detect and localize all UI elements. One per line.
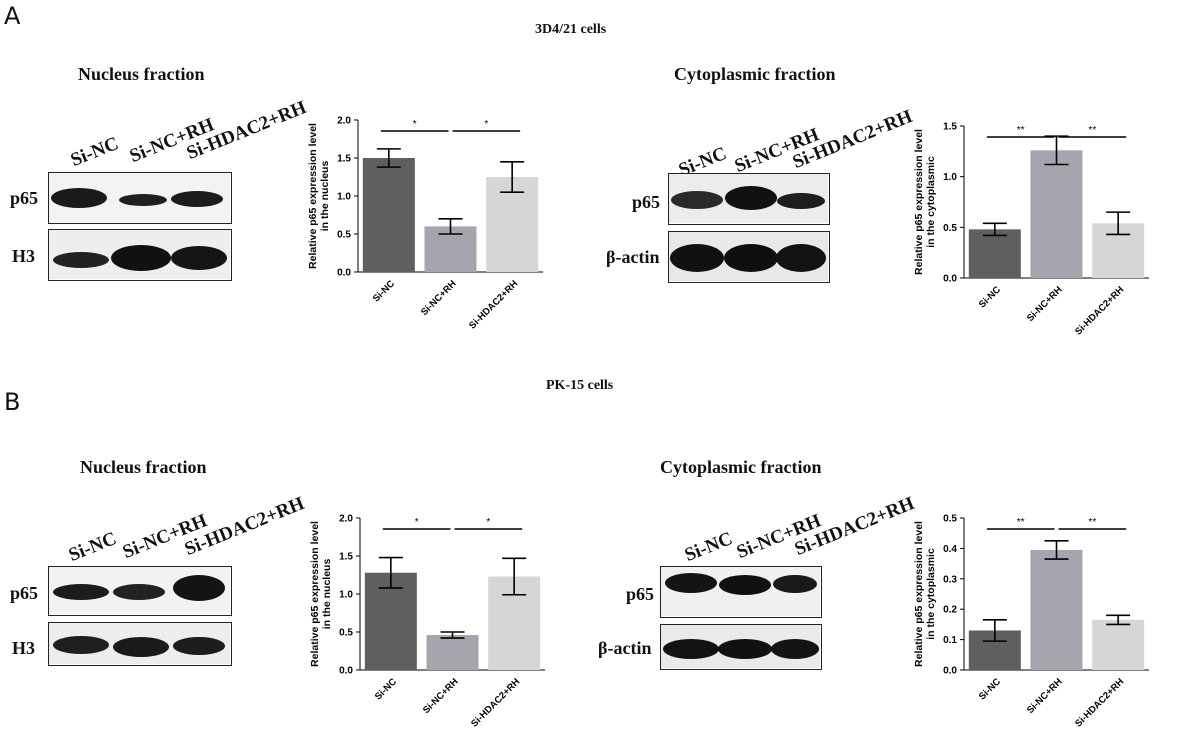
y-tick-label: 0.5 xyxy=(337,230,351,241)
panel-b-nucleus-h3-blot xyxy=(48,622,232,666)
y-tick-label: 0.5 xyxy=(943,223,957,234)
panel-a-nucleus-lane-1: Si-NC xyxy=(67,133,122,172)
y-axis-label-line-2: in the nucleus xyxy=(319,161,331,232)
x-tick-label: Si-HDAC2+RH xyxy=(469,676,522,729)
panel-a-cytoplasm-actin-blot xyxy=(668,231,830,283)
chart-b-cytoplasm: 0.0 0.1 0.2 0.3 0.4 0.5 Relative p65 expressio… xyxy=(913,514,1149,729)
y-axis-label-line-2: in the cytoplasmic xyxy=(925,548,937,640)
x-tick-label: Si-NC+RH xyxy=(1025,676,1065,716)
panel-b-cytoplasm-title: Cytoplasmic fraction xyxy=(660,457,822,477)
bar-1 xyxy=(968,229,1021,278)
y-axis-label-line-1: Relative p65 expression level xyxy=(913,521,925,667)
y-tick-label: 0.1 xyxy=(943,635,957,646)
y-axis-label-line-2: in the nucleus xyxy=(321,559,333,630)
chart-a-cytoplasm: 0.0 0.5 1.0 1.5 Relative p65 expression leve… xyxy=(913,122,1149,337)
bar-3 xyxy=(1092,619,1145,670)
panel-a-nucleus-p65-blot xyxy=(48,172,232,224)
panel-b-nucleus-p65-blot xyxy=(48,566,232,616)
panel-b-cytoplasm-p65-blot xyxy=(660,566,822,618)
y-tick-label: 0.3 xyxy=(943,574,957,585)
x-tick-label: Si-HDAC2+RH xyxy=(1073,676,1126,729)
panel-b-cytoplasm-actin-blot xyxy=(660,624,822,670)
y-tick-label: 1.0 xyxy=(943,172,957,183)
panel-b-cytoplasm-lane-1: Si-NC xyxy=(681,528,736,567)
y-tick-label: 0.0 xyxy=(943,666,957,677)
significance-label: ** xyxy=(1017,125,1025,136)
x-tick-label: Si-NC xyxy=(373,676,399,702)
y-tick-label: 2.0 xyxy=(337,116,351,127)
panel-b-nucleus-row-p65: p65 xyxy=(10,583,39,603)
y-tick-label: 1.5 xyxy=(339,552,353,563)
panel-b-cells-title: PK-15 cells xyxy=(546,378,614,393)
bar-1 xyxy=(364,572,417,670)
panel-b-nucleus-title: Nucleus fraction xyxy=(80,457,207,477)
x-tick-label: Si-HDAC2+RH xyxy=(1073,284,1126,337)
significance-label: ** xyxy=(1088,125,1096,136)
panel-a-cells-title: 3D4/21 cells xyxy=(535,22,607,37)
bar-2 xyxy=(1030,150,1083,278)
y-tick-label: 0.2 xyxy=(943,605,957,616)
panel-b-nucleus-lane-1: Si-NC xyxy=(65,528,120,567)
y-axis-label-line-1: Relative p65 expression level xyxy=(913,129,925,275)
y-tick-label: 0.0 xyxy=(943,274,957,285)
chart-b-nucleus: 0.0 0.5 1.0 1.5 2.0 Relative p65 expression l… xyxy=(309,514,545,729)
y-tick-label: 1.5 xyxy=(943,122,957,133)
y-tick-label: 0.5 xyxy=(943,514,957,525)
x-tick-label: Si-NC xyxy=(371,278,397,304)
panel-b-nucleus-row-h3: H3 xyxy=(12,638,36,658)
bar-2 xyxy=(426,635,479,670)
panel-b-cytoplasm-row-p65: p65 xyxy=(626,584,655,604)
significance-label: * xyxy=(413,119,417,130)
y-tick-label: 1.0 xyxy=(337,192,351,203)
y-tick-label: 0.4 xyxy=(943,544,957,555)
panel-a-nucleus-h3-blot xyxy=(48,229,232,281)
panel-a-nucleus-row-h3: H3 xyxy=(12,246,36,266)
y-tick-label: 0.5 xyxy=(339,628,353,639)
y-tick-label: 2.0 xyxy=(339,514,353,525)
y-axis-label-line-1: Relative p65 expression level xyxy=(309,521,321,667)
bar-1 xyxy=(362,158,415,272)
chart-a-nucleus: 0.0 0.5 1.0 1.5 2.0 Relative p65 expression l… xyxy=(307,116,543,331)
panel-letter-b: B xyxy=(4,388,21,416)
panel-letter-a: A xyxy=(4,2,21,30)
x-tick-label: Si-NC+RH xyxy=(419,278,459,318)
x-tick-label: Si-NC xyxy=(977,284,1003,310)
panel-a-cytoplasm-row-actin: β-actin xyxy=(606,247,660,267)
y-tick-label: 0.0 xyxy=(337,268,351,279)
y-axis-label-line-2: in the cytoplasmic xyxy=(925,156,937,248)
significance-label: * xyxy=(486,517,490,528)
y-tick-label: 0.0 xyxy=(339,666,353,677)
panel-b-cytoplasm-row-actin: β-actin xyxy=(598,638,652,658)
panel-a-cytoplasm-row-p65: p65 xyxy=(632,192,661,212)
panel-a-nucleus-title: Nucleus fraction xyxy=(78,64,205,84)
significance-label: * xyxy=(484,119,488,130)
panel-a-cytoplasm-p65-blot xyxy=(668,173,830,225)
significance-label: ** xyxy=(1088,517,1096,528)
bar-2 xyxy=(1030,549,1083,670)
panel-a-cytoplasm-title: Cytoplasmic fraction xyxy=(674,64,836,84)
x-tick-label: Si-NC xyxy=(977,676,1003,702)
significance-label: * xyxy=(415,517,419,528)
y-tick-label: 1.0 xyxy=(339,590,353,601)
y-tick-label: 1.5 xyxy=(337,154,351,165)
x-tick-label: Si-NC+RH xyxy=(421,676,461,716)
x-tick-label: Si-NC+RH xyxy=(1025,284,1065,324)
x-tick-label: Si-HDAC2+RH xyxy=(467,278,520,331)
significance-label: ** xyxy=(1017,517,1025,528)
panel-a-nucleus-row-p65: p65 xyxy=(10,188,39,208)
y-axis-label-line-1: Relative p65 expression level xyxy=(307,123,319,269)
